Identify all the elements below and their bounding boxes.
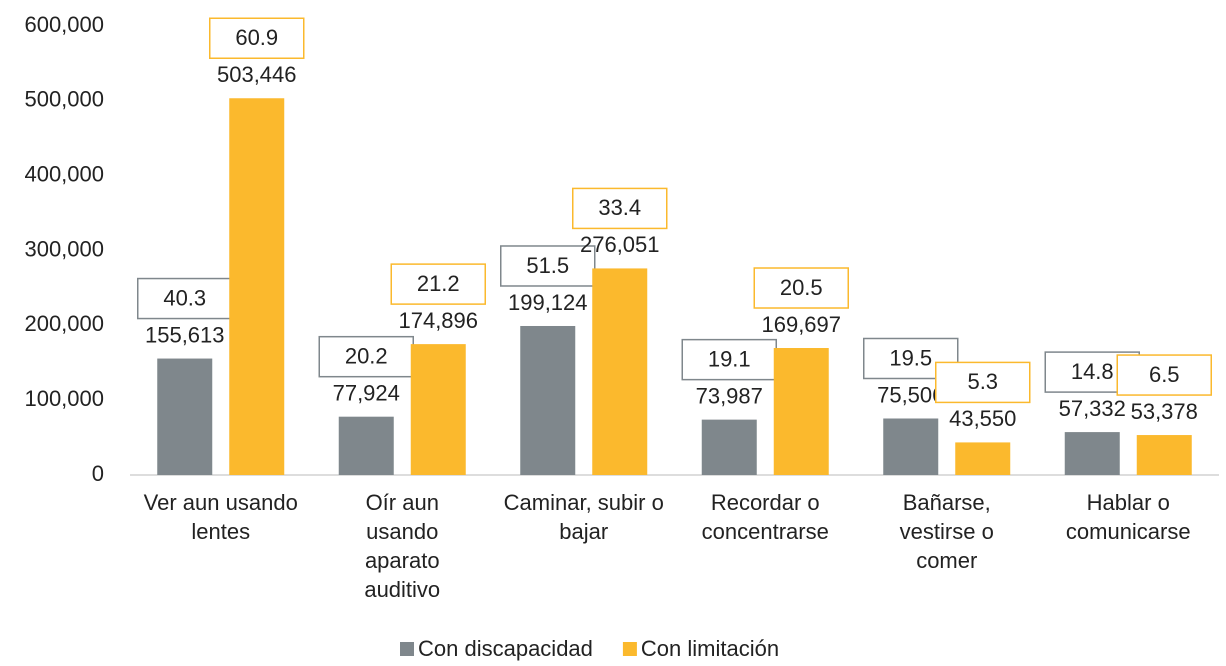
annotation: 14.8 — [1071, 359, 1114, 384]
annotation: 19.5 — [889, 345, 932, 370]
annotation: 6.5 — [1149, 362, 1180, 387]
x-tick-label: Caminar, subir o bajar — [503, 490, 664, 544]
bar — [592, 268, 648, 475]
annotation-box — [318, 335, 414, 378]
value-label: 53,378 — [1131, 399, 1198, 424]
value-label: 169,697 — [761, 312, 841, 337]
annotation-box — [209, 17, 305, 60]
y-tick-label: 200,000 — [24, 311, 104, 336]
x-tick-label: Recordar o concentrarse — [701, 490, 829, 544]
legend-swatch — [400, 642, 414, 656]
value-label: 73,987 — [696, 383, 763, 408]
value-label: 75,506 — [877, 382, 944, 407]
bar — [773, 348, 829, 475]
bar — [883, 418, 939, 475]
y-tick-label: 100,000 — [24, 386, 104, 411]
value-label: 174,896 — [398, 308, 478, 333]
annotation-box — [1116, 354, 1212, 396]
value-label: 276,051 — [580, 232, 660, 257]
legend-swatch — [622, 642, 637, 656]
annotation: 40.3 — [163, 285, 206, 310]
annotation: 20.5 — [780, 275, 823, 300]
y-tick-label: 500,000 — [24, 87, 104, 112]
y-tick-label: 600,000 — [24, 12, 104, 37]
annotation: 20.2 — [345, 343, 388, 368]
bar — [1136, 435, 1192, 475]
value-label: 155,613 — [145, 322, 225, 347]
y-tick-label: 0 — [92, 461, 104, 486]
x-tick-label: Oír aun usando aparato auditivo — [364, 490, 441, 602]
value-label: 57,332 — [1059, 396, 1126, 421]
annotation: 51.5 — [526, 253, 569, 278]
bar — [229, 98, 285, 475]
annotation: 21.2 — [417, 271, 460, 296]
value-label: 503,446 — [217, 62, 297, 87]
bar — [157, 358, 213, 475]
value-label: 43,550 — [949, 406, 1016, 431]
annotation: 33.4 — [598, 195, 641, 220]
annotation-box — [753, 267, 849, 309]
value-label: 77,924 — [333, 380, 400, 405]
annotation-box — [390, 263, 486, 305]
x-tick-label: Hablar o comunicarse — [1065, 490, 1191, 544]
x-tick-label: Bañarse, vestirse o comer — [899, 490, 994, 573]
annotation-box — [500, 245, 596, 287]
annotation: 19.1 — [708, 346, 751, 371]
bar — [1064, 432, 1120, 475]
annotation: 5.3 — [967, 369, 998, 394]
x-tick-label: Ver aun usando lentes — [143, 490, 298, 544]
bar — [955, 442, 1011, 475]
value-label: 199,124 — [508, 290, 588, 315]
annotation-box — [572, 187, 668, 230]
bar — [410, 344, 466, 475]
annotation-box — [935, 361, 1031, 404]
legend-label: Con discapacidad — [418, 636, 593, 661]
bar — [701, 419, 757, 475]
annotation: 60.9 — [235, 25, 278, 50]
y-tick-label: 400,000 — [24, 161, 104, 186]
y-tick-label: 300,000 — [24, 236, 104, 261]
bar — [338, 416, 394, 475]
bar — [520, 325, 576, 475]
legend-label: Con limitación — [641, 636, 779, 661]
